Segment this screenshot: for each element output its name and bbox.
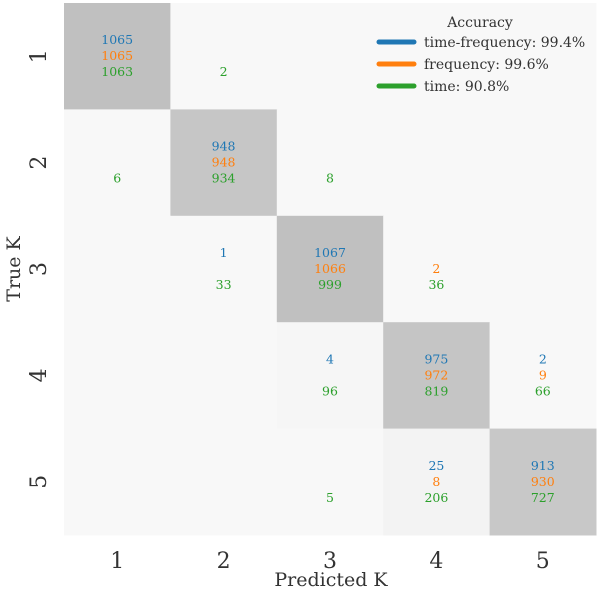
cell-value-time-r5-c5: 727 <box>531 490 555 505</box>
heatmap-cell-r5-c2 <box>170 428 278 536</box>
cell-value-time-r2-c3: 8 <box>326 171 334 186</box>
cell-value-time-frequency-r4-c4: 975 <box>424 351 448 366</box>
cell-value-frequency-r1-c1: 1065 <box>101 48 133 63</box>
y-tick-labels: 1 2 3 4 5 <box>27 49 52 489</box>
heatmap-cell-r5-c5 <box>489 428 597 536</box>
cell-value-time-r5-c4: 206 <box>424 490 448 505</box>
cell-value-time-r4-c4: 819 <box>424 383 448 398</box>
heatmap-cell-r1-c2 <box>170 3 278 110</box>
heatmap-cell-r3-c1 <box>64 215 171 323</box>
cell-value-frequency-r3-c4: 2 <box>432 261 440 276</box>
heatmap-cell-r4-c4 <box>383 322 491 430</box>
cell-value-time-frequency-r3-c3: 1067 <box>314 245 346 260</box>
heatmap-cell-r1-c5 <box>489 3 597 110</box>
cell-value-time-r3-c4: 36 <box>428 277 444 292</box>
cell-value-time-frequency-r3-c2: 1 <box>220 245 228 260</box>
x-tick-label-4: 4 <box>429 549 443 574</box>
cell-value-frequency-r2-c2: 948 <box>212 155 236 170</box>
heatmap-cell-r1-c3 <box>276 3 384 110</box>
cell-value-time-frequency-r5-c4: 25 <box>428 458 444 473</box>
x-tick-label-3: 3 <box>323 549 337 574</box>
heatmap-cell-r5-c4 <box>383 428 491 536</box>
x-tick-label-2: 2 <box>217 549 231 574</box>
heatmap-cells <box>64 3 597 536</box>
x-tick-labels: 1 2 3 4 5 <box>110 549 550 574</box>
heatmap-cell-r3-c5 <box>489 215 597 323</box>
heatmap-cell-r2-c4 <box>383 109 491 217</box>
cell-value-frequency-r4-c5: 9 <box>539 367 547 382</box>
legend-title: Accuracy <box>446 15 513 31</box>
y-axis-label: True K <box>3 235 25 301</box>
cell-value-time-frequency-r2-c2: 948 <box>212 139 236 154</box>
legend: Accuracy time-frequency: 99.4% frequency:… <box>376 15 585 95</box>
cell-value-time-frequency-r4-c3: 4 <box>326 351 334 366</box>
cell-value-time-frequency-r4-c5: 2 <box>539 351 547 366</box>
legend-label-time-frequency: time-frequency: 99.4% <box>424 35 585 51</box>
cell-value-time-r5-c3: 5 <box>326 490 334 505</box>
cell-value-time-r2-c2: 934 <box>212 171 236 186</box>
heatmap-cell-r5-c3 <box>276 428 384 536</box>
cell-value-time-r1-c2: 2 <box>220 64 228 79</box>
cell-value-time-r4-c5: 66 <box>535 383 551 398</box>
heatmap-cell-r3-c4 <box>383 215 491 323</box>
cell-value-time-r2-c1: 6 <box>113 171 121 186</box>
heatmap-cell-r4-c3 <box>276 322 384 430</box>
cell-value-frequency-r5-c4: 8 <box>432 474 440 489</box>
heatmap-cell-r2-c5 <box>489 109 597 217</box>
y-tick-label-3: 3 <box>27 262 52 276</box>
heatmap-cell-r1-c4 <box>383 3 491 110</box>
heatmap-cell-r4-c2 <box>170 322 278 430</box>
x-axis-label: Predicted K <box>274 569 388 591</box>
heatmap-cell-r3-c3 <box>276 215 384 323</box>
heatmap-cell-r4-c5 <box>489 322 597 430</box>
cell-value-time-frequency-r5-c5: 913 <box>531 458 555 473</box>
x-tick-label-5: 5 <box>536 549 550 574</box>
cell-value-frequency-r3-c3: 1066 <box>314 261 346 276</box>
cell-value-frequency-r4-c4: 972 <box>424 367 448 382</box>
cell-value-time-r3-c3: 999 <box>318 277 342 292</box>
cell-value-time-r1-c1: 1063 <box>101 64 133 79</box>
y-tick-label-5: 5 <box>27 475 52 489</box>
legend-label-frequency: frequency: 99.6% <box>424 57 549 73</box>
y-tick-label-2: 2 <box>27 156 52 170</box>
cell-value-time-r3-c2: 33 <box>216 277 232 292</box>
heatmap-cell-r2-c3 <box>276 109 384 217</box>
heatmap-cell-r2-c1 <box>64 109 171 217</box>
heatmap-cell-r4-c1 <box>64 322 171 430</box>
y-tick-label-1: 1 <box>27 49 52 63</box>
heatmap-cell-r2-c2 <box>170 109 278 217</box>
y-tick-label-4: 4 <box>27 368 52 382</box>
x-tick-label-1: 1 <box>110 549 124 574</box>
cell-value-time-frequency-r1-c1: 1065 <box>101 32 133 47</box>
legend-label-time: time: 90.8% <box>424 79 509 95</box>
heatmap-cell-r3-c2 <box>170 215 278 323</box>
heatmap-cell-r1-c1 <box>64 3 171 110</box>
heatmap-cell-r5-c1 <box>64 428 171 536</box>
cell-value-frequency-r5-c5: 930 <box>531 474 555 489</box>
cell-value-time-r4-c3: 96 <box>322 383 338 398</box>
